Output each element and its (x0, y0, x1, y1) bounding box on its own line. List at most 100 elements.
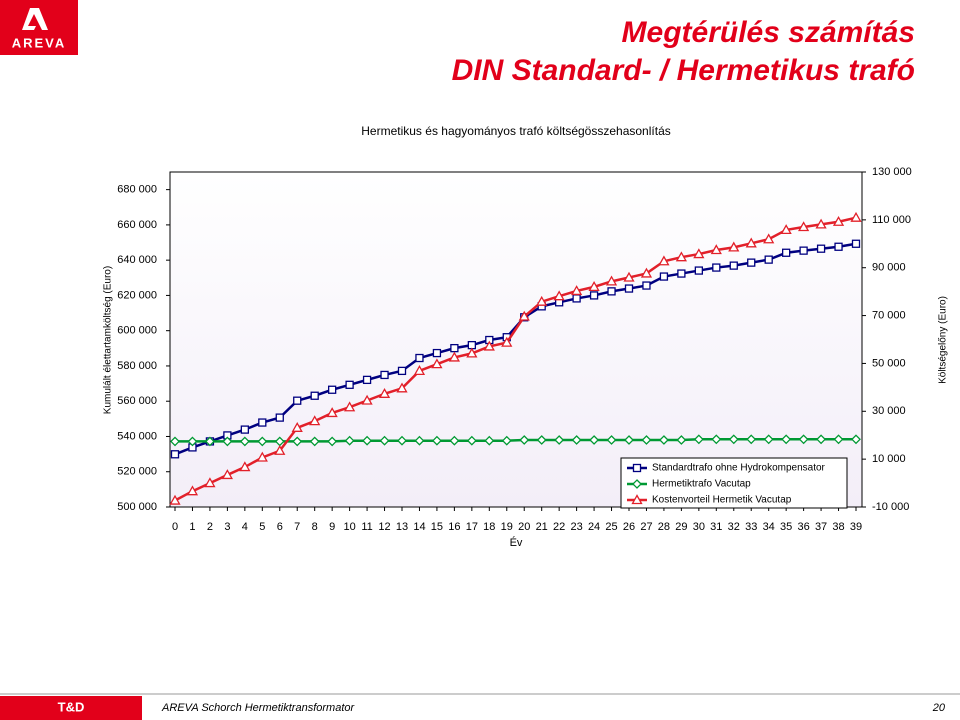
marker (362, 375, 372, 385)
marker (221, 469, 233, 480)
marker (588, 281, 600, 292)
x-tick-label: 2 (207, 521, 213, 533)
page-number: 20 (932, 702, 946, 714)
marker (606, 435, 617, 445)
marker (415, 353, 424, 363)
marker (746, 434, 757, 445)
x-tick-label: 25 (605, 521, 617, 533)
marker (186, 485, 199, 496)
marker (816, 244, 826, 253)
footer-text: AREVA Schorch Hermetiktransformator (161, 702, 355, 714)
marker (413, 365, 426, 375)
series-line (174, 216, 857, 502)
marker (309, 415, 321, 426)
slide-title: DIN Standard- / Hermetikus trafó (452, 54, 915, 87)
x-tick-label: 35 (780, 521, 792, 533)
marker (589, 291, 599, 300)
y-tick-label: 680 000 (117, 184, 157, 196)
marker (676, 435, 687, 445)
marker (291, 421, 303, 432)
marker (484, 435, 495, 446)
x-tick-label: 14 (413, 521, 425, 533)
marker (397, 366, 407, 376)
x-tick-label: 3 (224, 521, 230, 533)
marker (832, 215, 845, 226)
marker (571, 435, 582, 445)
marker (799, 246, 808, 255)
x-tick-label: 5 (259, 521, 265, 533)
x-tick-label: 18 (483, 521, 495, 533)
x-tick-label: 20 (518, 521, 530, 533)
marker (379, 435, 390, 446)
marker (169, 494, 181, 505)
marker (851, 434, 861, 445)
marker (449, 435, 460, 446)
x-tick-label: 9 (329, 521, 335, 533)
series-line (175, 438, 856, 443)
marker (607, 287, 616, 296)
marker (693, 434, 704, 445)
marker (466, 435, 477, 446)
x-tick-label: 26 (623, 521, 635, 533)
marker (815, 218, 827, 229)
marker (257, 436, 268, 447)
marker (501, 435, 512, 446)
legend-label: Hermetiktrafo Vacutap (652, 479, 751, 490)
y-axis-label: Kumulált élettartamköltség (Euro) (103, 266, 114, 414)
marker (293, 396, 302, 405)
marker (326, 407, 338, 418)
marker (850, 211, 862, 222)
marker (659, 272, 669, 281)
y-tick-label: 560 000 (117, 395, 157, 407)
x-tick-label: 17 (466, 521, 478, 533)
marker (693, 248, 705, 259)
marker (729, 261, 738, 270)
marker (710, 244, 722, 255)
x-tick-label: 16 (448, 521, 460, 533)
x-tick-label: 0 (172, 521, 178, 533)
legend-box (620, 457, 848, 509)
y-tick-label: 520 000 (117, 466, 157, 478)
marker (694, 266, 703, 275)
marker (745, 237, 757, 248)
marker (536, 435, 547, 445)
marker (641, 435, 652, 445)
marker (659, 435, 669, 445)
marker (764, 255, 773, 264)
marker (205, 436, 215, 447)
marker (344, 401, 356, 412)
y2-tick-label: 30 000 (872, 405, 906, 417)
x-tick-label: 31 (710, 521, 722, 533)
marker (170, 450, 180, 459)
x-tick-label: 11 (361, 521, 372, 533)
marker (378, 387, 391, 398)
marker (204, 477, 216, 488)
y2-tick-label: 90 000 (872, 262, 906, 274)
marker (658, 255, 670, 266)
x-tick-label: 30 (693, 521, 705, 533)
marker (328, 385, 337, 394)
x-tick-label: 13 (396, 521, 408, 533)
y-tick-label: 540 000 (117, 430, 157, 442)
marker (362, 435, 372, 446)
y-tick-label: 660 000 (117, 219, 157, 231)
y2-tick-label: 70 000 (872, 309, 906, 321)
marker (675, 251, 687, 262)
marker (624, 284, 634, 293)
x-tick-label: 4 (242, 521, 248, 533)
marker (554, 435, 565, 445)
marker (239, 436, 250, 447)
x-tick-label: 29 (675, 521, 687, 533)
y-tick-label: 500 000 (117, 501, 157, 513)
marker (258, 418, 267, 427)
marker (222, 436, 233, 447)
marker (518, 310, 530, 321)
marker (798, 434, 809, 445)
marker (239, 461, 251, 472)
marker (642, 281, 651, 290)
marker (624, 435, 634, 445)
x-tick-label: 36 (797, 521, 809, 533)
x-tick-label: 8 (312, 521, 318, 533)
